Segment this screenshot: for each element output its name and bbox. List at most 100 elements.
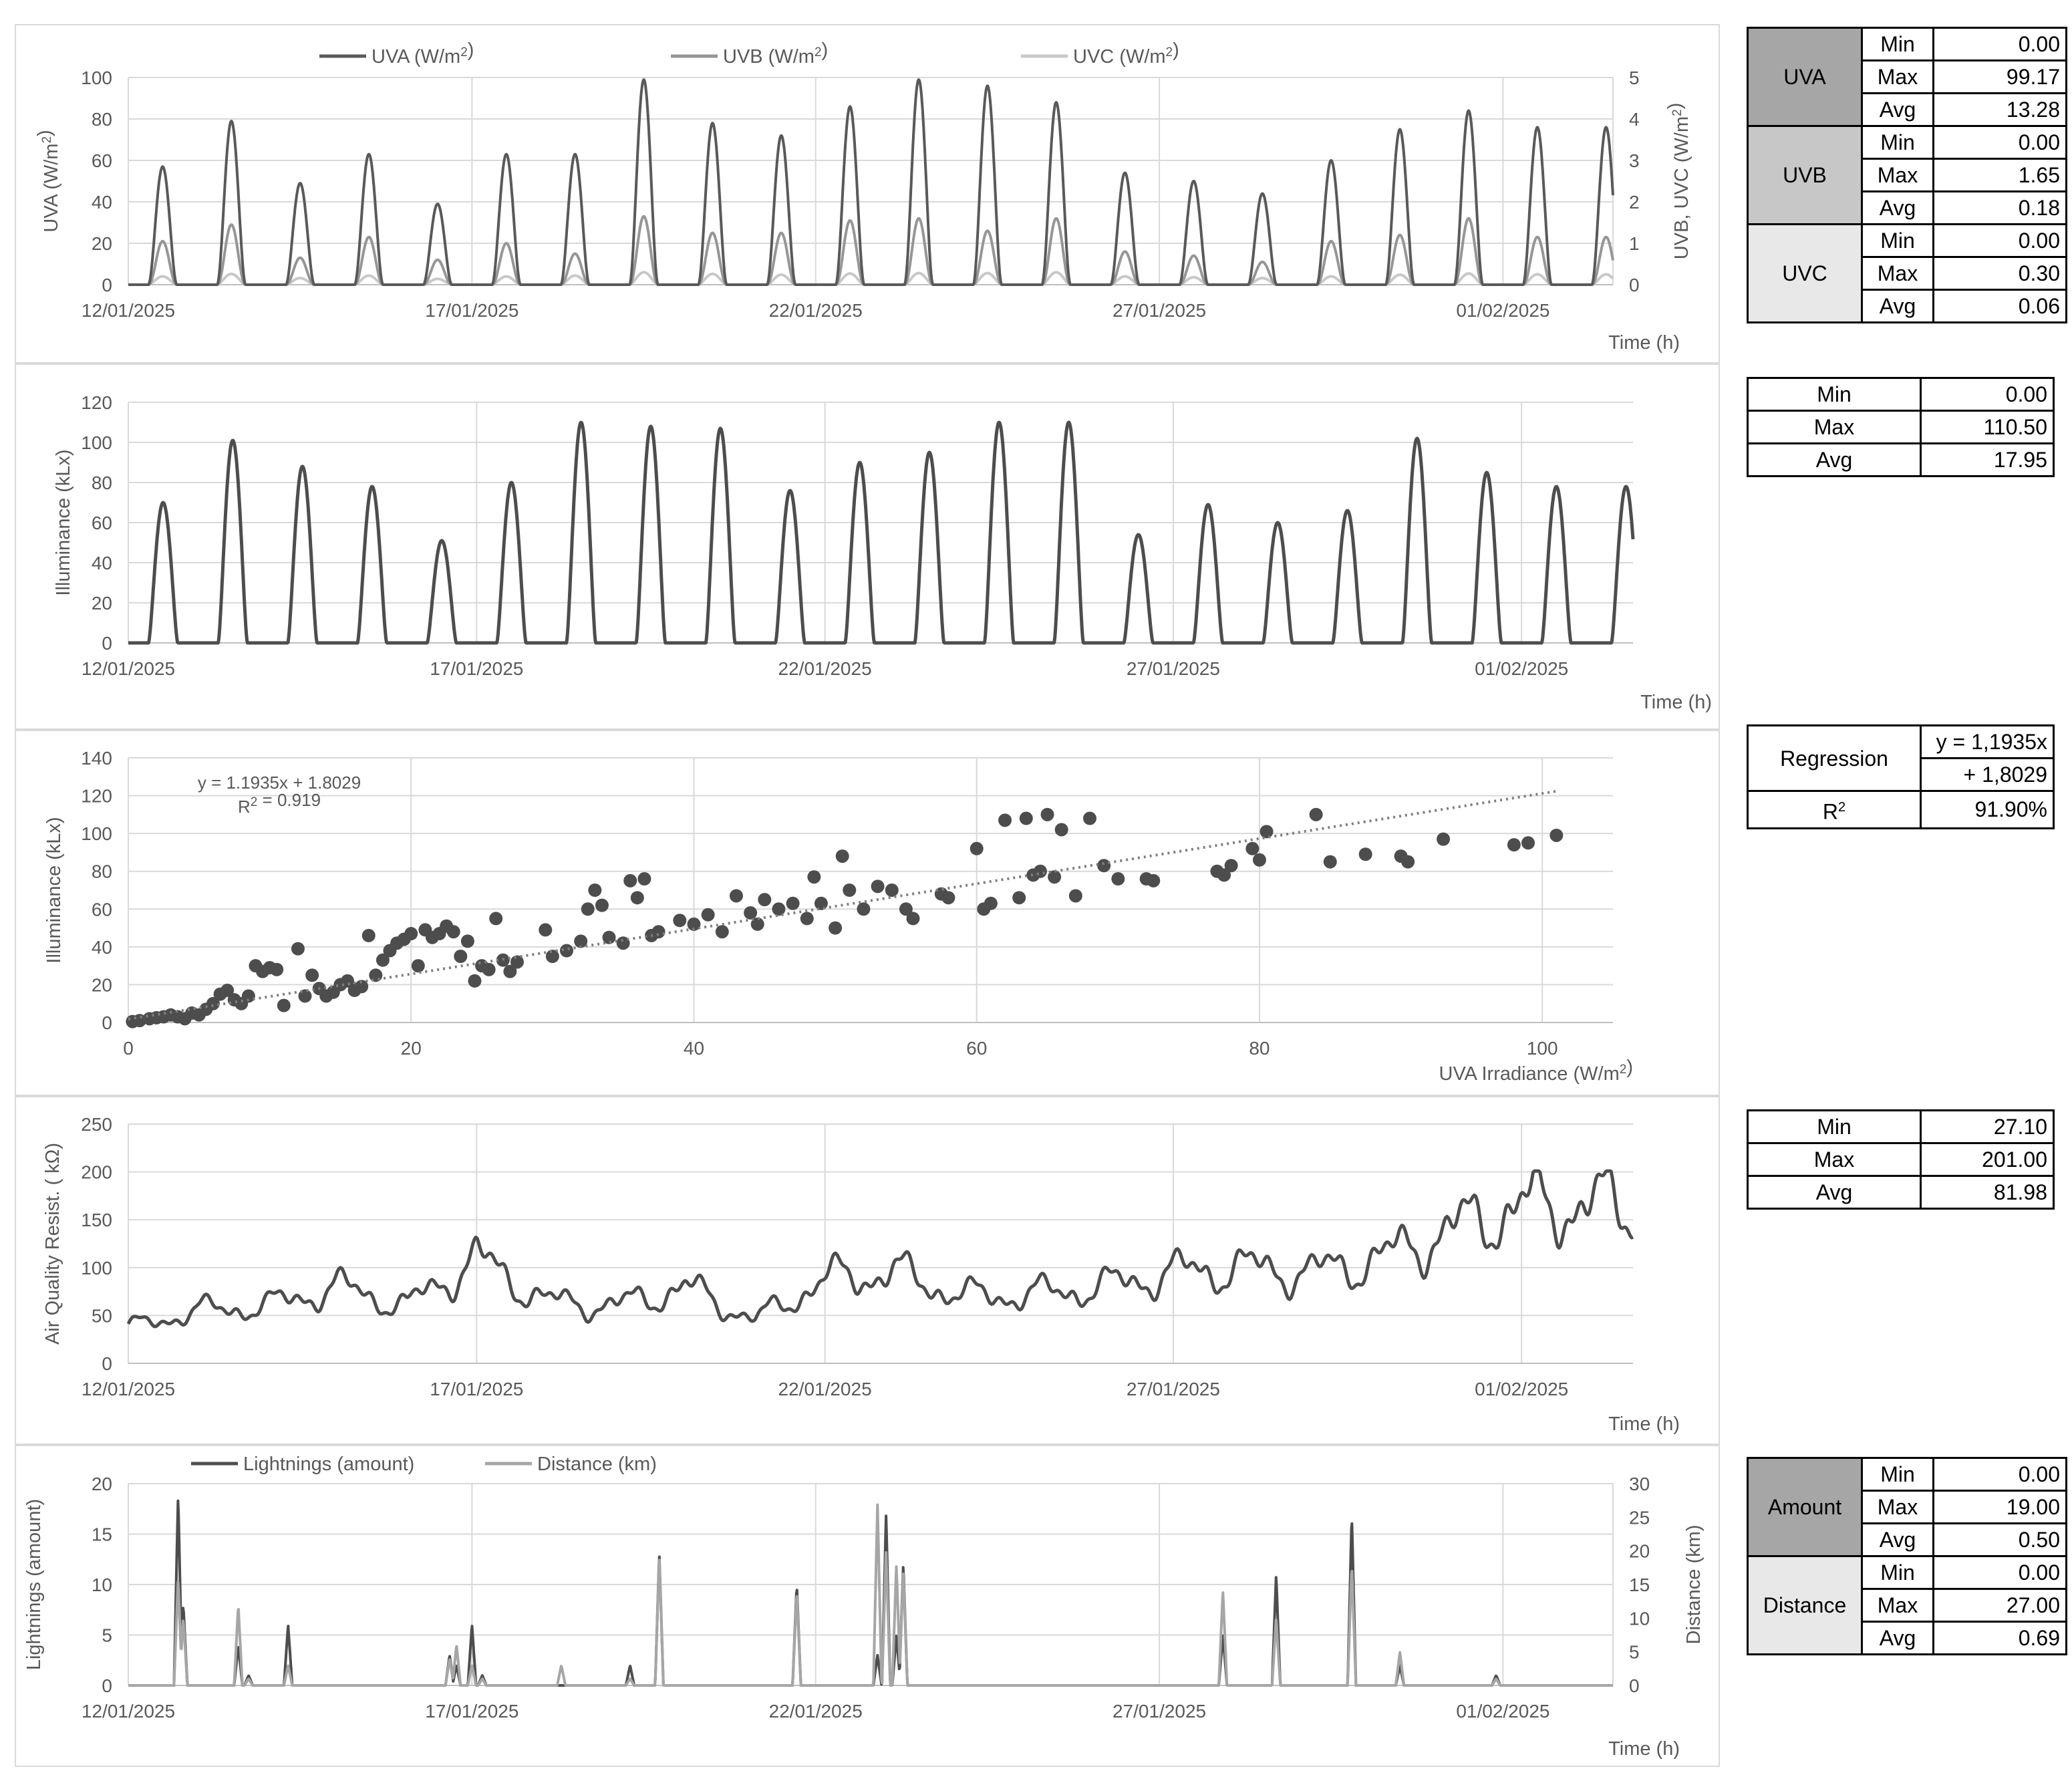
- scatter-point: [482, 962, 496, 976]
- stat-label: Max: [1747, 1142, 1922, 1177]
- scatter-point: [602, 930, 616, 944]
- stat-value: 0.00: [1932, 223, 2067, 258]
- scatter-point: [1309, 807, 1323, 821]
- scatter-point: [560, 944, 574, 958]
- scatter-point: [1252, 853, 1266, 867]
- scatter-point: [404, 927, 418, 941]
- scatter-point: [1224, 859, 1238, 873]
- y2-tick-label: 0: [1629, 1675, 1640, 1696]
- scatter-point: [744, 906, 758, 920]
- y-tick-label: 40: [92, 553, 112, 573]
- stat-label: Max: [1861, 256, 1934, 291]
- lightning-chart-panel: 0 5 10 15 20 0 5 10 15 20 25 30 12/01/2025 17/01/2025…: [15, 1445, 1720, 1767]
- scatter-point: [595, 898, 609, 912]
- group-label: UVA: [1747, 27, 1863, 127]
- scatter-point: [446, 925, 460, 939]
- r2-label: R2: [1747, 790, 1922, 829]
- y-tick-label: 20: [92, 233, 112, 254]
- scatter-point: [454, 950, 468, 963]
- illuminance-stats-table: Min 0.00 Max 110.50 Avg 17.95: [1747, 377, 2055, 477]
- scatter-point: [468, 974, 482, 988]
- scatter-point: [998, 813, 1012, 827]
- legend-label: Lightnings (amount): [243, 1454, 414, 1475]
- scatter-point: [1054, 823, 1068, 837]
- stat-value: 27.10: [1920, 1109, 2055, 1144]
- scatter-point: [220, 983, 235, 997]
- scatter-point: [906, 912, 920, 926]
- stat-value: 81.98: [1920, 1175, 2055, 1210]
- y-tick-label: 0: [102, 275, 112, 295]
- y2-tick-label: 0: [1629, 275, 1640, 295]
- x-tick-label: 17/01/2025: [425, 300, 519, 321]
- stat-value: 0.06: [1932, 289, 2067, 323]
- scatter-point: [829, 921, 843, 935]
- x-tick-label: 12/01/2025: [82, 1701, 175, 1722]
- legend-label: UVC (W/m2): [1073, 39, 1179, 67]
- stat-value: 0.50: [1932, 1522, 2067, 1557]
- legend-label: UVA (W/m2): [372, 39, 474, 67]
- y2-tick-label: 30: [1629, 1474, 1650, 1494]
- air-quality-stats-table: Min 27.10 Max 201.00 Avg 81.98: [1747, 1109, 2055, 1210]
- scatter-point: [581, 902, 595, 916]
- stat-value: 0.00: [1932, 1555, 2067, 1590]
- scatter-point: [814, 896, 828, 910]
- scatter-point: [786, 896, 800, 910]
- scatter-point: [1083, 811, 1097, 825]
- scatter-point: [651, 925, 665, 939]
- y-tick-label: 250: [81, 1114, 112, 1135]
- air-quality-series-line: [126, 1169, 1634, 1329]
- scatter-chart: 0 20 40 60 80 100 120 140 0 20 40 60 80 100 Illuminanc…: [43, 748, 1633, 1085]
- scatter-point: [574, 934, 588, 948]
- scatter-point: [1040, 807, 1054, 821]
- y2-tick-label: 20: [1629, 1541, 1650, 1562]
- scatter-point: [1068, 889, 1082, 903]
- y-tick-label: 200: [81, 1162, 112, 1183]
- y-tick-label: 0: [102, 1353, 112, 1374]
- x-tick-label: 20: [401, 1038, 422, 1059]
- scatter-point: [623, 873, 637, 887]
- x-tick-label: 27/01/2025: [1113, 1701, 1206, 1722]
- x-tick-label: 01/02/2025: [1456, 1701, 1549, 1722]
- y-tick-label: 0: [102, 633, 112, 654]
- lightnings-series-line: [127, 1499, 1614, 1687]
- group-label: UVC: [1747, 223, 1863, 323]
- uv-chart: 0 20 40 60 80 100 0 1 2 3 4 5 12/01/2025 17/01/2025 22…: [34, 39, 1692, 354]
- y-axis-title: Air Quality Resist. ( kΩ): [42, 1143, 63, 1345]
- scatter-point: [750, 917, 764, 931]
- y-tick-label: 100: [81, 1258, 112, 1278]
- scatter-point: [758, 893, 772, 907]
- x-tick-label: 80: [1249, 1038, 1270, 1059]
- scatter-point: [800, 912, 814, 926]
- stat-value: 201.00: [1920, 1142, 2055, 1177]
- stat-label: Avg: [1861, 190, 1934, 225]
- y-tick-label: 120: [81, 392, 112, 413]
- y2-tick-label: 5: [1629, 67, 1640, 88]
- stat-value: 0.00: [1932, 1457, 2067, 1492]
- trendline: [128, 789, 1557, 1020]
- scatter-point: [1437, 832, 1451, 846]
- scatter-point: [305, 968, 319, 982]
- x-tick-label: 17/01/2025: [430, 1379, 523, 1399]
- regression-table: Regression y = 1,1935x + 1,8029 R2 91.90…: [1747, 724, 2055, 829]
- scatter-point: [807, 870, 821, 884]
- stat-label: Min: [1861, 125, 1934, 160]
- scatter-point: [510, 955, 524, 969]
- lightning-chart: 0 5 10 15 20 0 5 10 15 20 25 30 12/01/2025 17/01/2025…: [23, 1454, 1705, 1760]
- stat-label: Min: [1861, 1457, 1934, 1492]
- y2-tick-label: 15: [1629, 1575, 1650, 1595]
- x-tick-label: 27/01/2025: [1113, 300, 1206, 321]
- y-tick-label: 100: [81, 823, 112, 844]
- uv-chart-panel: 0 20 40 60 80 100 0 1 2 3 4 5 12/01/2025 17/01/2025 22…: [15, 24, 1720, 364]
- y-tick-label: 0: [102, 1675, 112, 1696]
- scatter-point: [1033, 864, 1047, 878]
- scatter-point: [361, 928, 376, 942]
- stat-value: 0.00: [1932, 27, 2067, 61]
- scatter-point: [637, 872, 651, 886]
- scatter-point: [1147, 873, 1161, 887]
- y-axis-title: Illuminance (kLx): [43, 817, 65, 963]
- scatter-point: [1323, 855, 1337, 869]
- x-tick-label: 12/01/2025: [82, 658, 175, 679]
- scatter-point: [341, 974, 355, 988]
- scatter-point: [673, 914, 687, 928]
- illuminance-series-line: [127, 420, 1635, 645]
